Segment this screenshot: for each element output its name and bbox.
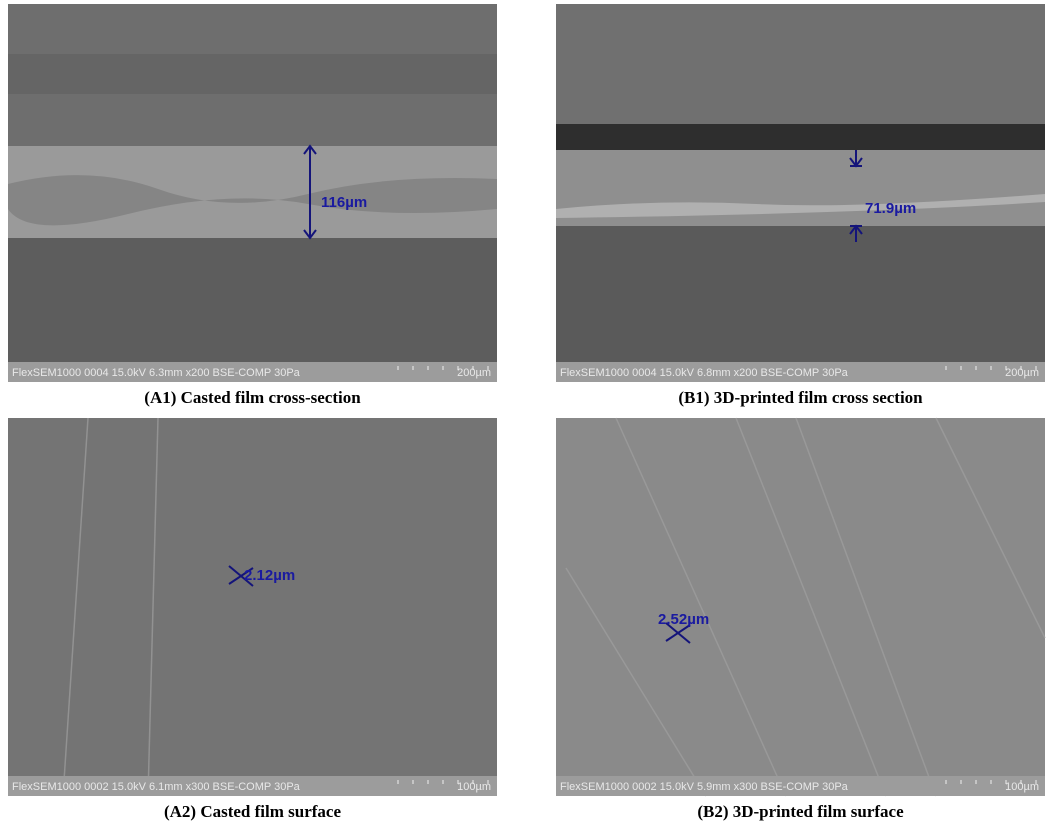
surface (556, 418, 1045, 796)
info-text: FlexSEM1000 0002 15.0kV 6.1mm x300 BSE-C… (12, 781, 301, 793)
scale-label: 100µm (457, 781, 491, 793)
sem-panel: 2.52µm FlexSEM1000 0002 15.0kV 5.9mm x300… (556, 418, 1045, 796)
band (8, 54, 497, 94)
caption: (B1) 3D-printed film cross section (678, 388, 923, 407)
scale-label: 200µm (1005, 367, 1039, 379)
sem-panel: 116µm FlexSEM1000 0004 15.0kV 6.3mm x200 … (8, 4, 497, 382)
scale-label: 200µm (457, 367, 491, 379)
surface (8, 418, 497, 796)
info-text: FlexSEM1000 0004 15.0kV 6.3mm x200 BSE-C… (12, 367, 301, 379)
scale-label: 100µm (1005, 781, 1039, 793)
measurement-label: 71.9µm (865, 200, 916, 217)
sem-panel: 71.9µm FlexSEM1000 0004 15.0kV 6.8mm x200… (556, 4, 1045, 382)
background-top (556, 4, 1045, 124)
sem-panel: 2.12µm FlexSEM1000 0002 15.0kV 6.1mm x300… (8, 418, 497, 796)
gap (556, 124, 1045, 150)
caption: (A1) Casted film cross-section (144, 388, 361, 407)
measurement-label: 2.52µm (658, 611, 709, 628)
caption: (A2) Casted film surface (164, 802, 341, 821)
measurement-label: 2.12µm (244, 567, 295, 584)
background-bottom (8, 238, 497, 382)
caption: (B2) 3D-printed film surface (697, 802, 904, 821)
measurement-label: 116µm (321, 194, 367, 211)
info-text: FlexSEM1000 0002 15.0kV 5.9mm x300 BSE-C… (560, 781, 849, 793)
figure: 116µm FlexSEM1000 0004 15.0kV 6.3mm x200 … (0, 0, 1051, 829)
info-text: FlexSEM1000 0004 15.0kV 6.8mm x200 BSE-C… (560, 367, 849, 379)
background-bottom (556, 226, 1045, 382)
